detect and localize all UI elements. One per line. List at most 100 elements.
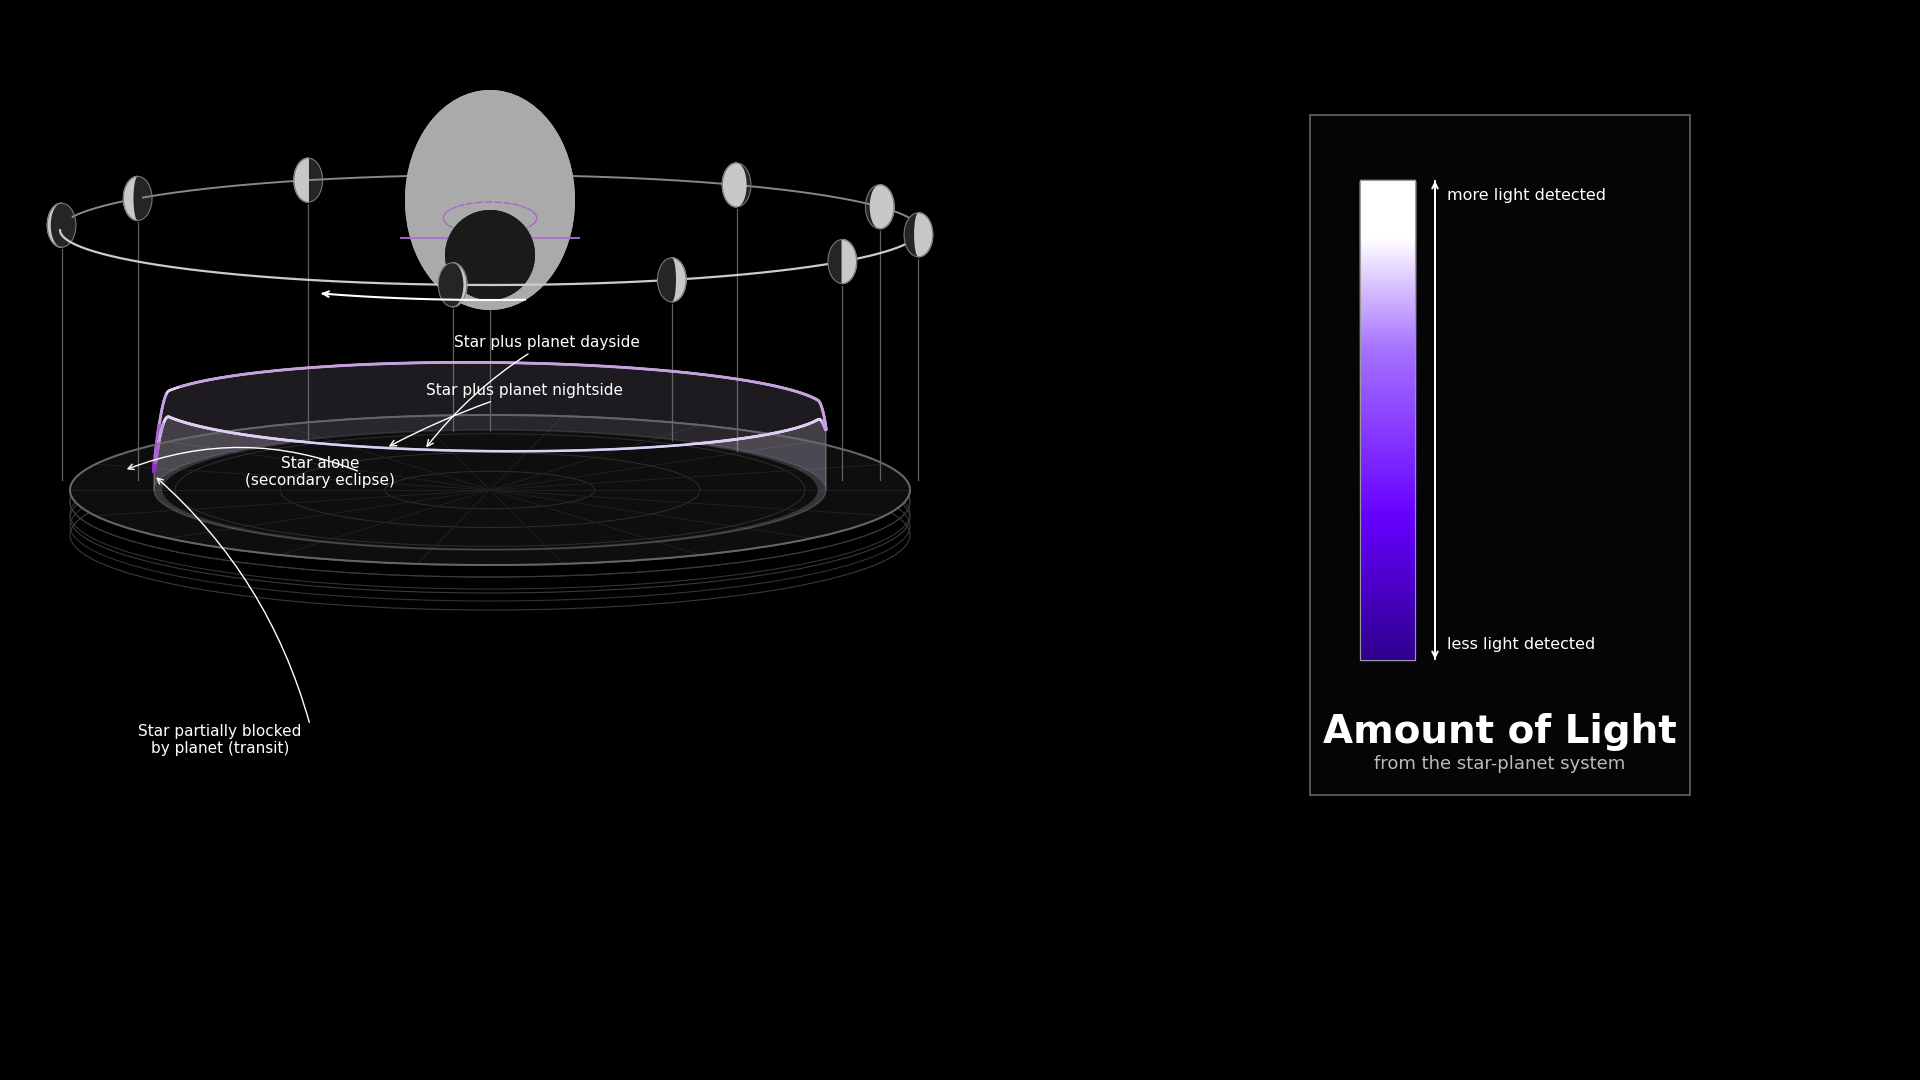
Ellipse shape bbox=[657, 258, 685, 301]
Polygon shape bbox=[1359, 239, 1415, 242]
Polygon shape bbox=[1359, 453, 1415, 455]
Polygon shape bbox=[1359, 510, 1415, 512]
Polygon shape bbox=[1359, 644, 1415, 647]
Polygon shape bbox=[1359, 194, 1415, 197]
Polygon shape bbox=[1359, 519, 1415, 522]
Polygon shape bbox=[1359, 579, 1415, 581]
Polygon shape bbox=[1359, 327, 1415, 329]
Polygon shape bbox=[1359, 217, 1415, 219]
Polygon shape bbox=[1359, 311, 1415, 314]
Polygon shape bbox=[1359, 513, 1415, 515]
Polygon shape bbox=[1359, 444, 1415, 447]
Polygon shape bbox=[1359, 423, 1415, 426]
Polygon shape bbox=[1359, 418, 1415, 421]
Polygon shape bbox=[1359, 323, 1415, 325]
Polygon shape bbox=[1359, 314, 1415, 318]
Polygon shape bbox=[1359, 591, 1415, 594]
Polygon shape bbox=[1359, 374, 1415, 376]
Polygon shape bbox=[1359, 577, 1415, 579]
Polygon shape bbox=[1359, 201, 1415, 203]
Polygon shape bbox=[1359, 454, 1415, 456]
Polygon shape bbox=[1359, 556, 1415, 558]
Polygon shape bbox=[1359, 350, 1415, 352]
Polygon shape bbox=[1359, 325, 1415, 328]
Polygon shape bbox=[1359, 536, 1415, 538]
Polygon shape bbox=[1359, 227, 1415, 229]
Polygon shape bbox=[1359, 501, 1415, 504]
Polygon shape bbox=[1359, 609, 1415, 611]
Polygon shape bbox=[1359, 559, 1415, 562]
Polygon shape bbox=[1359, 212, 1415, 215]
Ellipse shape bbox=[870, 185, 889, 229]
Polygon shape bbox=[1359, 460, 1415, 462]
Polygon shape bbox=[1359, 354, 1415, 357]
Polygon shape bbox=[1359, 238, 1415, 240]
Polygon shape bbox=[1359, 516, 1415, 518]
Polygon shape bbox=[1359, 260, 1415, 262]
Polygon shape bbox=[1359, 508, 1415, 511]
Polygon shape bbox=[1359, 563, 1415, 565]
Polygon shape bbox=[1359, 287, 1415, 289]
Polygon shape bbox=[1359, 380, 1415, 382]
Polygon shape bbox=[1359, 647, 1415, 650]
Polygon shape bbox=[1359, 400, 1415, 402]
Polygon shape bbox=[1359, 498, 1415, 501]
Polygon shape bbox=[1359, 345, 1415, 348]
Polygon shape bbox=[1359, 477, 1415, 481]
Polygon shape bbox=[1359, 546, 1415, 549]
Polygon shape bbox=[1359, 428, 1415, 431]
Polygon shape bbox=[1359, 553, 1415, 555]
Polygon shape bbox=[1359, 255, 1415, 258]
Polygon shape bbox=[1359, 375, 1415, 378]
Polygon shape bbox=[1359, 180, 1415, 183]
Polygon shape bbox=[1359, 204, 1415, 206]
Polygon shape bbox=[1359, 600, 1415, 604]
Ellipse shape bbox=[866, 185, 895, 229]
Polygon shape bbox=[1359, 634, 1415, 637]
Polygon shape bbox=[1359, 237, 1415, 239]
Polygon shape bbox=[1359, 273, 1415, 275]
Polygon shape bbox=[1359, 347, 1415, 349]
Polygon shape bbox=[1359, 343, 1415, 346]
Polygon shape bbox=[1359, 588, 1415, 591]
Polygon shape bbox=[1359, 455, 1415, 458]
Ellipse shape bbox=[69, 415, 910, 565]
Polygon shape bbox=[1359, 483, 1415, 485]
Polygon shape bbox=[1359, 316, 1415, 319]
Polygon shape bbox=[1359, 394, 1415, 397]
Ellipse shape bbox=[163, 432, 818, 549]
Polygon shape bbox=[1359, 190, 1415, 192]
Polygon shape bbox=[843, 240, 856, 284]
Polygon shape bbox=[1359, 254, 1415, 256]
Polygon shape bbox=[1359, 534, 1415, 536]
Ellipse shape bbox=[123, 176, 152, 220]
Polygon shape bbox=[1359, 414, 1415, 416]
Polygon shape bbox=[1359, 622, 1415, 624]
Polygon shape bbox=[1359, 383, 1415, 386]
Polygon shape bbox=[1359, 526, 1415, 528]
Polygon shape bbox=[1359, 231, 1415, 233]
Polygon shape bbox=[1359, 446, 1415, 448]
Polygon shape bbox=[1359, 224, 1415, 226]
Polygon shape bbox=[1359, 544, 1415, 548]
Polygon shape bbox=[123, 176, 138, 220]
Polygon shape bbox=[1359, 417, 1415, 419]
Polygon shape bbox=[1359, 646, 1415, 648]
Polygon shape bbox=[1359, 433, 1415, 435]
Polygon shape bbox=[1359, 193, 1415, 195]
Polygon shape bbox=[1359, 554, 1415, 557]
Polygon shape bbox=[1359, 338, 1415, 341]
Polygon shape bbox=[1359, 364, 1415, 366]
Ellipse shape bbox=[445, 210, 536, 300]
Polygon shape bbox=[1359, 207, 1415, 210]
Polygon shape bbox=[1359, 278, 1415, 280]
Polygon shape bbox=[1359, 620, 1415, 622]
Polygon shape bbox=[1359, 211, 1415, 213]
Text: Star alone
(secondary eclipse): Star alone (secondary eclipse) bbox=[246, 456, 396, 488]
Polygon shape bbox=[1359, 397, 1415, 401]
Bar bbox=[1309, 114, 1690, 795]
Ellipse shape bbox=[445, 210, 536, 300]
Polygon shape bbox=[1359, 220, 1415, 222]
Polygon shape bbox=[1359, 606, 1415, 608]
Polygon shape bbox=[1359, 467, 1415, 469]
